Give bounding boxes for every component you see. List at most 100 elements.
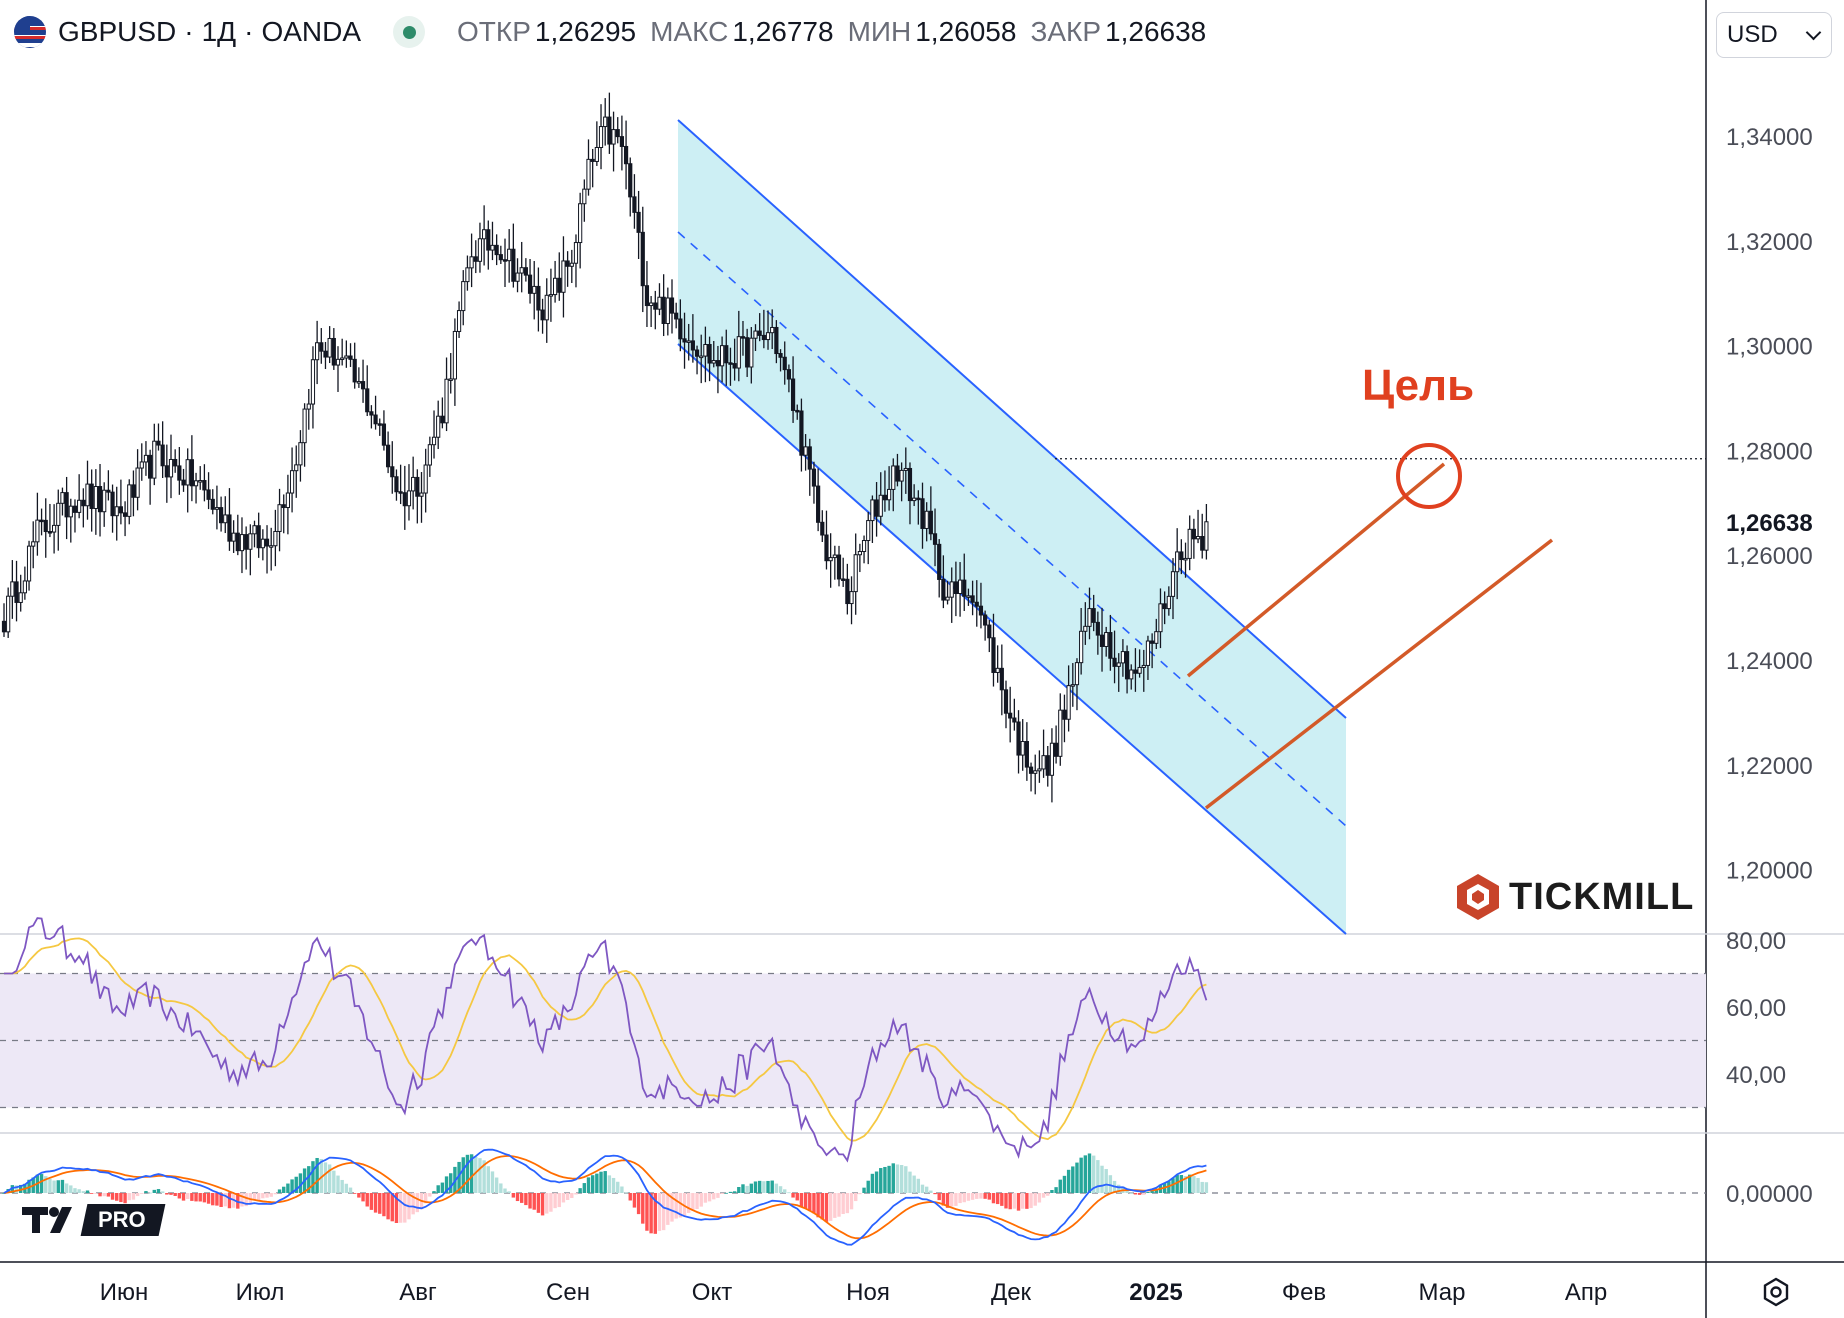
macd-histogram-bar (1083, 1155, 1088, 1193)
candle (1133, 648, 1138, 692)
macd-histogram-bar (1071, 1166, 1075, 1193)
price-tick-label: 1,22000 (1726, 753, 1813, 780)
candle-body (1141, 664, 1146, 668)
candle (436, 400, 441, 450)
candle-body (1083, 625, 1088, 632)
candle (106, 470, 111, 501)
candle (219, 496, 224, 532)
candle (1116, 653, 1121, 692)
candle (565, 251, 570, 287)
candle-body (761, 334, 766, 341)
candle-body (452, 330, 457, 380)
macd-histogram-bar (849, 1193, 854, 1210)
candle-body (219, 507, 224, 524)
candle-body (1154, 631, 1159, 644)
currency-select[interactable]: USD (1716, 12, 1832, 58)
candle-body (678, 318, 683, 340)
macd-histogram-bar (716, 1193, 720, 1198)
candle (331, 328, 336, 370)
candle (398, 464, 403, 505)
candle (1120, 639, 1126, 677)
candle-body (469, 256, 474, 269)
candle (302, 403, 307, 467)
candle-body (978, 605, 984, 616)
macd-histogram-bar (444, 1176, 449, 1193)
macd-histogram-bar (570, 1193, 574, 1199)
macd-histogram-bar (378, 1193, 382, 1214)
candle (173, 449, 178, 473)
macd-histogram-bar (173, 1193, 177, 1196)
candle-body (849, 591, 854, 605)
candle-body (465, 267, 470, 283)
macd-histogram-bar (211, 1193, 215, 1206)
macd-histogram-bar (1150, 1190, 1154, 1193)
candle (895, 453, 900, 487)
candle (553, 260, 558, 303)
candle (694, 345, 700, 375)
candle-body (1058, 709, 1063, 757)
macd-histogram-bar (866, 1180, 870, 1193)
candle-body (193, 480, 199, 487)
candle-body (795, 409, 800, 413)
candle (1195, 509, 1201, 544)
candle-body (156, 440, 161, 446)
candle (686, 323, 691, 361)
month-tick-label: Окт (692, 1279, 732, 1306)
market-status-icon[interactable] (393, 16, 426, 48)
candle-body (248, 533, 253, 550)
candle (724, 329, 729, 386)
macd-histogram-bar (115, 1193, 119, 1201)
interval-label[interactable]: 1Д (201, 16, 237, 47)
candle-body (306, 403, 311, 410)
candle (1154, 618, 1159, 650)
candle-body (494, 244, 499, 256)
macd-histogram-bar (1096, 1160, 1100, 1193)
candle (816, 468, 821, 532)
candle (223, 496, 228, 534)
macd-histogram-bar (950, 1193, 954, 1207)
month-tick-label: Авг (399, 1279, 437, 1306)
macd-histogram-bar (315, 1157, 319, 1193)
macd-histogram-bar (52, 1180, 56, 1193)
candle (1045, 746, 1050, 787)
candle (327, 326, 332, 364)
candle-body (937, 543, 942, 580)
macd-pane (0, 1148, 1706, 1246)
macd-histogram-bar (678, 1193, 683, 1218)
candle (1049, 728, 1055, 803)
candle (515, 258, 520, 293)
macd-histogram-bar (653, 1193, 657, 1234)
macd-histogram-bar (1117, 1184, 1121, 1193)
low-value: 1,26058 (915, 16, 1017, 47)
candle-body (327, 337, 332, 358)
candle-body (277, 504, 282, 532)
candle (820, 510, 825, 543)
candle (181, 468, 186, 492)
macd-histogram-bar (1137, 1193, 1142, 1195)
candle (507, 229, 512, 283)
candle (669, 279, 675, 334)
candle (206, 472, 211, 510)
candle-body (477, 238, 483, 262)
candle (210, 489, 215, 515)
macd-histogram-bar (144, 1191, 148, 1193)
macd-histogram-bar (248, 1193, 253, 1204)
candle (1112, 630, 1117, 684)
channel-fill (678, 120, 1346, 934)
candle (47, 503, 53, 538)
macd-histogram-bar (578, 1188, 582, 1193)
candle-body (569, 262, 574, 267)
macd-histogram-bar (411, 1193, 415, 1215)
chart-settings-button[interactable] (1756, 1272, 1796, 1312)
macd-histogram-bar (1058, 1179, 1062, 1193)
macd-histogram-bar (607, 1175, 612, 1193)
macd-histogram-bar (252, 1193, 257, 1200)
symbol-name[interactable]: GBPUSD (58, 16, 177, 47)
candle-body (1074, 662, 1080, 686)
macd-histogram-bar (787, 1192, 791, 1194)
macd-histogram-bar (482, 1160, 486, 1193)
macd-histogram-bar (904, 1166, 908, 1193)
macd-histogram-bar (908, 1171, 912, 1193)
macd-histogram-bar (770, 1180, 774, 1193)
